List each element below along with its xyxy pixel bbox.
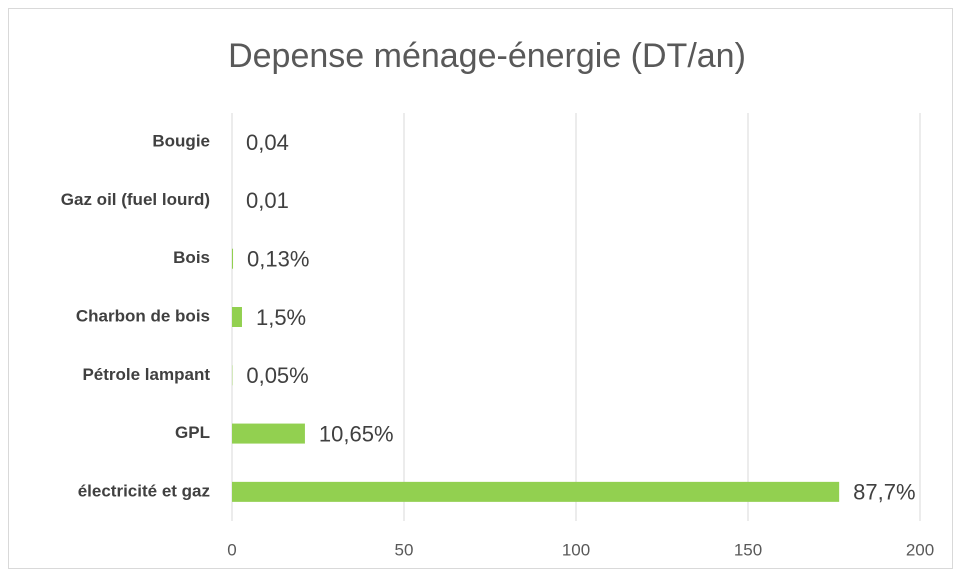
x-tick-label: 100 [562, 540, 590, 559]
value-label: 87,7% [853, 480, 915, 505]
y-tick-label: GPL [175, 423, 210, 442]
y-tick-label: Gaz oil (fuel lourd) [61, 190, 210, 209]
value-label: 0,13% [247, 247, 309, 272]
value-label: 0,05% [246, 363, 308, 388]
value-label: 1,5% [256, 305, 306, 330]
bar [232, 248, 234, 269]
y-tick-label: Charbon de bois [76, 306, 210, 325]
bar [232, 307, 242, 327]
chart-title: Depense ménage-énergie (DT/an) [228, 37, 746, 75]
y-tick-label: Bougie [152, 132, 210, 151]
x-tick-label: 50 [395, 540, 414, 559]
value-label: 0,04 [246, 130, 289, 155]
bar [232, 423, 305, 444]
x-tick-label: 150 [734, 540, 762, 559]
y-tick-label: Bois [173, 248, 210, 267]
x-tick-label: 200 [906, 540, 934, 559]
y-tick-label: électricité et gaz [78, 481, 210, 500]
bar [232, 481, 840, 502]
x-tick-label: 0 [227, 540, 236, 559]
y-tick-label: Pétrole lampant [82, 365, 210, 384]
chart-border [8, 8, 953, 569]
value-label: 0,01 [246, 188, 289, 213]
value-label: 10,65% [319, 421, 394, 446]
